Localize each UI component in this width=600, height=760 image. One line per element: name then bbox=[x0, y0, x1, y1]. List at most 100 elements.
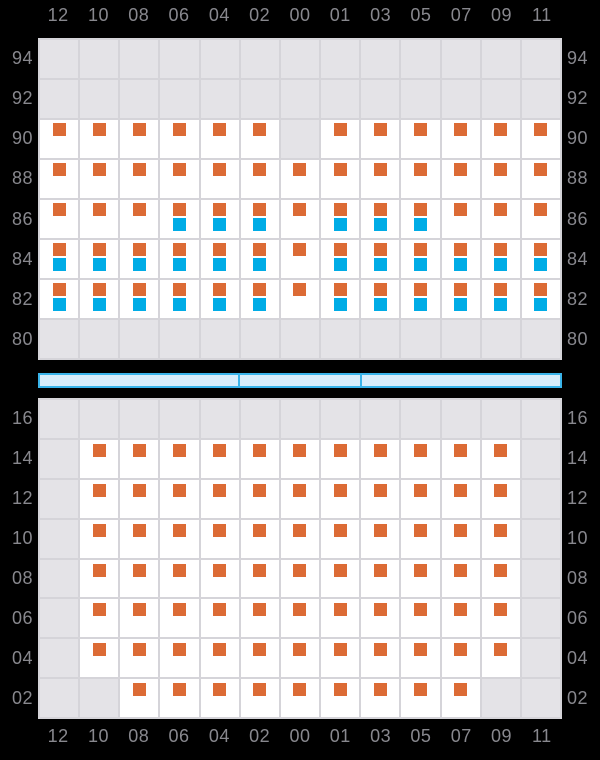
y-axis-tick-label: 82 bbox=[11, 289, 33, 310]
grid-cell bbox=[240, 240, 279, 278]
grid-cell bbox=[401, 519, 440, 558]
grid-cell bbox=[280, 599, 320, 638]
grid-cell bbox=[240, 160, 279, 198]
y-axis-tick-label: 04 bbox=[567, 648, 589, 669]
grid-cell bbox=[200, 40, 239, 78]
blue-marker-icon bbox=[373, 298, 387, 311]
y-axis-tick-label: 16 bbox=[11, 407, 33, 428]
y-axis-upper-left: 94 92 90 88 86 84 82 80 bbox=[0, 38, 33, 360]
upper-panel-grid bbox=[38, 38, 562, 360]
grid-cell bbox=[280, 120, 320, 158]
x-axis-tick-label: 03 bbox=[370, 725, 392, 746]
grid-cell bbox=[200, 479, 239, 518]
grid-cell bbox=[321, 679, 360, 717]
orange-marker-icon bbox=[333, 483, 347, 497]
orange-marker-icon bbox=[373, 243, 387, 256]
orange-marker-icon bbox=[454, 603, 468, 617]
blue-marker-icon bbox=[534, 258, 548, 271]
range-bar-segment[interactable] bbox=[238, 375, 359, 386]
x-axis-tick-label: 05 bbox=[410, 725, 432, 746]
grid-cell bbox=[80, 639, 119, 678]
orange-marker-icon bbox=[92, 123, 106, 136]
grid-cell bbox=[40, 559, 79, 598]
y-axis-tick-label: 10 bbox=[567, 527, 589, 548]
grid-cell bbox=[280, 80, 320, 118]
grid-cell bbox=[240, 200, 279, 238]
y-axis-tick-label: 08 bbox=[11, 568, 33, 589]
orange-marker-icon bbox=[293, 443, 307, 457]
y-axis-tick-label: 02 bbox=[567, 688, 589, 709]
orange-marker-icon bbox=[173, 563, 187, 577]
orange-marker-icon bbox=[373, 203, 387, 216]
grid-cell bbox=[361, 80, 400, 118]
grid-cell bbox=[521, 559, 560, 598]
y-axis-upper-right: 94 92 90 88 86 84 82 80 bbox=[567, 38, 600, 360]
range-bar-segment[interactable] bbox=[40, 375, 238, 386]
orange-marker-icon bbox=[253, 603, 267, 617]
grid-cell bbox=[481, 80, 520, 118]
grid-cell bbox=[401, 160, 440, 198]
grid-cell bbox=[120, 160, 159, 198]
orange-marker-icon bbox=[494, 163, 508, 176]
orange-marker-icon bbox=[534, 123, 548, 136]
y-axis-tick-label: 84 bbox=[567, 248, 589, 269]
orange-marker-icon bbox=[52, 203, 66, 216]
grid-cell bbox=[441, 599, 480, 638]
orange-marker-icon bbox=[92, 443, 106, 457]
orange-marker-icon bbox=[213, 443, 227, 457]
grid-cell bbox=[441, 400, 480, 438]
grid-cell bbox=[80, 320, 119, 358]
orange-marker-icon bbox=[92, 603, 106, 617]
orange-marker-icon bbox=[173, 203, 187, 216]
orange-marker-icon bbox=[413, 603, 427, 617]
orange-marker-icon bbox=[373, 443, 387, 457]
orange-marker-icon bbox=[132, 563, 146, 577]
grid-cell bbox=[441, 320, 480, 358]
range-bar-segment[interactable] bbox=[359, 375, 560, 386]
grid-cell bbox=[481, 439, 520, 478]
grid-cell bbox=[80, 679, 119, 717]
orange-marker-icon bbox=[293, 283, 307, 296]
orange-marker-icon bbox=[293, 483, 307, 497]
orange-marker-icon bbox=[413, 523, 427, 537]
grid-cell bbox=[40, 320, 79, 358]
y-axis-tick-label: 94 bbox=[11, 47, 33, 68]
grid-cell bbox=[361, 280, 400, 318]
orange-marker-icon bbox=[413, 443, 427, 457]
grid-cell bbox=[321, 40, 360, 78]
blue-marker-icon bbox=[413, 258, 427, 271]
grid-cell bbox=[521, 200, 560, 238]
grid-cell bbox=[40, 639, 79, 678]
y-axis-tick-label: 92 bbox=[11, 87, 33, 108]
grid-cell bbox=[521, 639, 560, 678]
orange-marker-icon bbox=[293, 603, 307, 617]
grid-cell bbox=[120, 120, 159, 158]
range-bar bbox=[38, 373, 562, 388]
y-axis-tick-label: 88 bbox=[567, 168, 589, 189]
orange-marker-icon bbox=[253, 563, 267, 577]
blue-marker-icon bbox=[454, 298, 468, 311]
orange-marker-icon bbox=[494, 603, 508, 617]
orange-marker-icon bbox=[413, 203, 427, 216]
grid-cell bbox=[240, 400, 279, 438]
orange-marker-icon bbox=[333, 603, 347, 617]
blue-marker-icon bbox=[494, 298, 508, 311]
orange-marker-icon bbox=[173, 523, 187, 537]
grid-cell bbox=[321, 320, 360, 358]
grid-cell bbox=[40, 40, 79, 78]
orange-marker-icon bbox=[213, 563, 227, 577]
orange-marker-icon bbox=[132, 243, 146, 256]
grid-cell bbox=[160, 160, 199, 198]
orange-marker-icon bbox=[173, 603, 187, 617]
orange-marker-icon bbox=[454, 243, 468, 256]
grid-cell bbox=[481, 320, 520, 358]
orange-marker-icon bbox=[413, 483, 427, 497]
grid-cell bbox=[361, 479, 400, 518]
x-axis-bottom: 12 10 08 06 04 02 00 01 03 05 07 09 11 bbox=[38, 719, 562, 753]
orange-marker-icon bbox=[293, 243, 307, 256]
grid-cell bbox=[521, 240, 560, 278]
grid-cell bbox=[481, 240, 520, 278]
grid-cell bbox=[481, 280, 520, 318]
orange-marker-icon bbox=[253, 683, 267, 697]
